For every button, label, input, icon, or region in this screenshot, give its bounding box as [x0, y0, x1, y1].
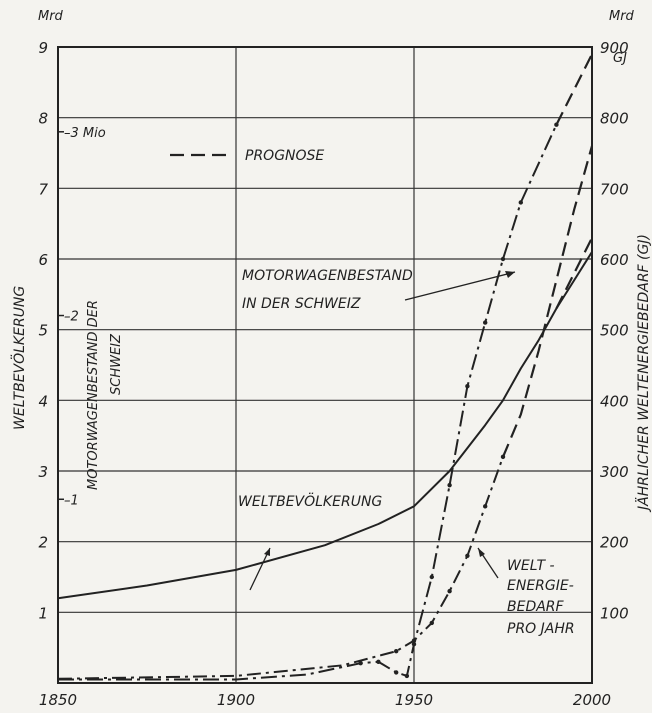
series-label-motorwagen-line2: IN DER SCHWEIZ [242, 296, 361, 312]
series-label-energie-line2: ENERGIE- [507, 578, 574, 594]
right-axis-unit: Mrd [609, 9, 635, 24]
series-point-1-4 [376, 659, 381, 664]
y-left-tick-label-9: 9 [38, 39, 48, 57]
y-left-tick-label-4: 4 [38, 392, 48, 410]
y-right-tick-label-400: 400 [600, 392, 629, 410]
series-label-energie-line3: BEDARF [507, 599, 565, 615]
left-axis-unit: Mrd [38, 9, 64, 24]
series-point-1-11 [483, 320, 488, 325]
series-point-1-8 [429, 574, 434, 580]
x-tick-label-1850: 1850 [39, 691, 77, 709]
y-left-tick-label-8: 8 [38, 110, 48, 128]
series-point-1-12 [500, 256, 506, 262]
y-right-tick-label-600: 600 [600, 251, 629, 269]
tick-labels: 1850 1900 1950 2000 1 2 3 4 5 6 7 8 9 100 200 300 400 500… [38, 39, 628, 709]
series-label-energie-line4: PRO JAHR [507, 621, 575, 637]
left-inner-axis-title-line1: MOTORWAGENBESTAND DER [86, 300, 101, 490]
y-right-tick-label-800: 800 [600, 110, 629, 128]
series-point-1-7 [411, 641, 417, 647]
y-right-tick-label-300: 300 [600, 463, 629, 481]
series-group [57, 53, 594, 681]
series-label-weltbevoelkerung: WELTBEVÖLKERUNG [238, 492, 382, 510]
series-point-1-3 [358, 661, 363, 666]
right-axis-title: JÄHRLICHER WELTENERGIEBEDARF (GJ) [634, 234, 652, 513]
right-axis-unit-sub: GJ [613, 51, 627, 66]
series-point-2-4 [411, 638, 417, 643]
series-point-1-13 [518, 200, 523, 205]
series-line-1 [58, 124, 558, 681]
series-label-motorwagen-line1: MOTORWAGENBESTAND [242, 268, 413, 284]
series-forecast-2 [501, 145, 594, 458]
motorwagen-leader [404, 271, 516, 301]
y-inner-tick-label-1: –2 [64, 310, 79, 325]
y-left-tick-label-3: 3 [38, 463, 48, 481]
y-left-tick-label-2: 2 [38, 534, 48, 552]
y-right-tick-label-100: 100 [600, 604, 629, 622]
x-tick-label-1950: 1950 [395, 691, 433, 709]
series-point-2-5 [429, 620, 434, 626]
y-right-tick-label-500: 500 [600, 322, 629, 340]
series-forecast-1 [555, 53, 593, 126]
series-point-1-14 [554, 122, 559, 127]
series-point-1-10 [465, 384, 470, 389]
weltbevoelkerung-leader [249, 547, 271, 591]
series-forecast-0 [555, 237, 593, 309]
legend-label: PROGNOSE [245, 148, 324, 164]
series-line-0 [57, 251, 593, 600]
left-inner-axis-title-line2: SCHWEIZ [109, 333, 124, 395]
x-tick-label-2000: 2000 [573, 691, 611, 709]
series-line-2 [57, 456, 504, 680]
y-inner-tick-label-2: –3 Mio [64, 126, 106, 141]
left-axis-title: WELTBEVÖLKERUNG [10, 286, 28, 430]
series-point-1-6 [404, 673, 410, 679]
plot-frame [57, 46, 593, 684]
x-tick-label-1900: 1900 [217, 691, 255, 709]
series-point-2-7 [465, 553, 470, 558]
motorwagen-leader-arrow [505, 271, 515, 278]
y-left-tick-label-6: 6 [38, 251, 48, 269]
series-label-energie-line1: WELT - [507, 558, 555, 574]
grid-lines [58, 47, 592, 683]
y-right-tick-label-900: 900 [600, 39, 629, 57]
series-point-2-9 [500, 454, 506, 460]
y-left-tick-label-1: 1 [38, 604, 48, 622]
y-right-tick-label-700: 700 [600, 180, 629, 198]
y-right-tick-label-200: 200 [600, 534, 629, 552]
series-point-1-5 [394, 670, 399, 675]
y-left-tick-label-5: 5 [38, 322, 48, 340]
energie-leader-arrow [478, 548, 485, 557]
series-point-2-3 [394, 649, 399, 654]
y-left-tick-label-7: 7 [38, 180, 48, 198]
series-point-1-9 [447, 482, 452, 488]
y-inner-tick-label-0: –1 [64, 493, 79, 508]
series-point-2-8 [483, 504, 488, 509]
series-point-2-6 [447, 588, 452, 594]
weltbevoelkerung-leader-arrow [264, 548, 270, 556]
